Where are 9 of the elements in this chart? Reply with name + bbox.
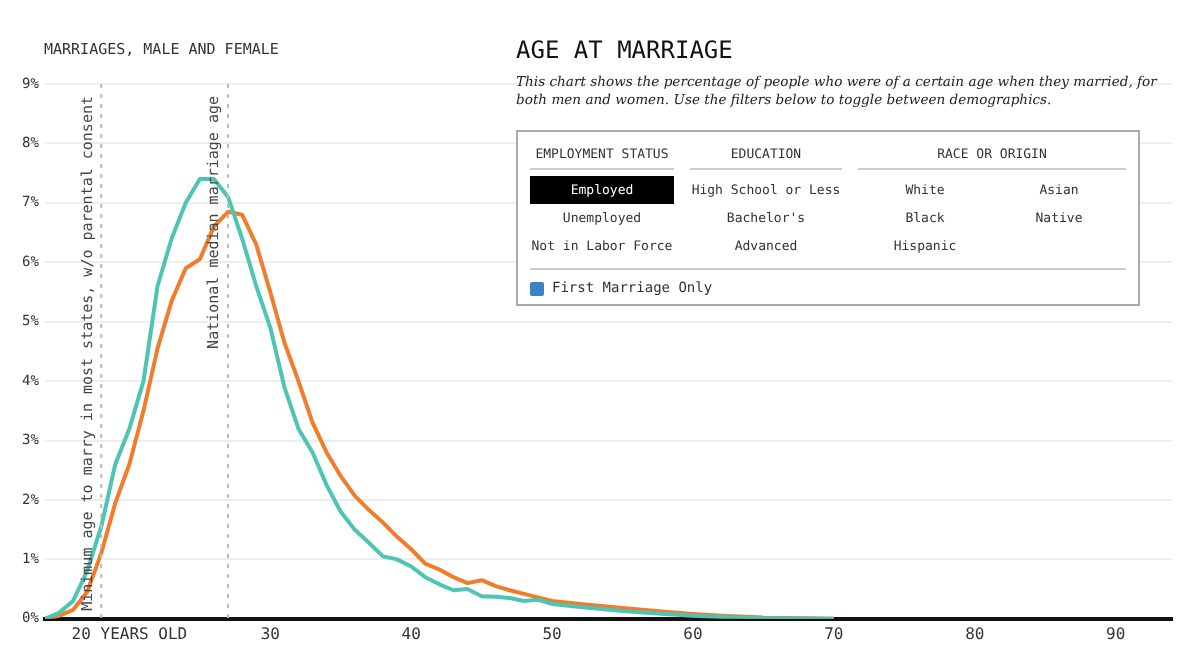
x-tick-label: 60 bbox=[683, 624, 703, 643]
x-tick-label: 90 bbox=[1106, 624, 1126, 643]
x-tick-label: 30 bbox=[260, 624, 281, 643]
x-tick-label: 20 YEARS OLD bbox=[71, 624, 188, 643]
chart-title: AGE AT MARRIAGE bbox=[516, 36, 733, 64]
x-tick-label: 40 bbox=[401, 624, 422, 643]
x-tick-label: 70 bbox=[824, 624, 844, 643]
x-tick-label: 50 bbox=[542, 624, 563, 643]
x-tick-label: 80 bbox=[965, 624, 985, 643]
